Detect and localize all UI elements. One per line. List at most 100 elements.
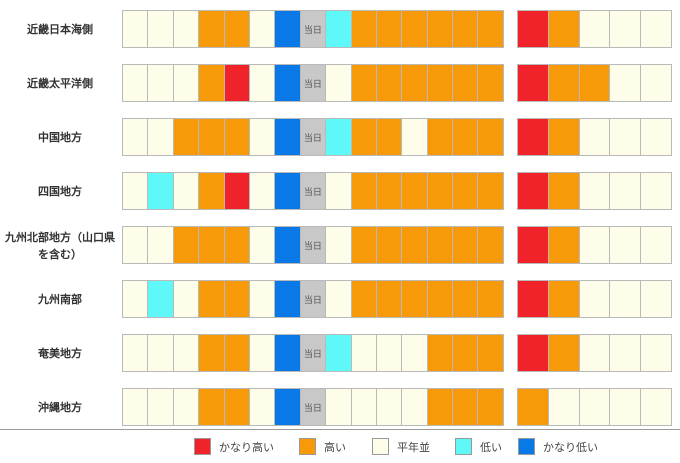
forecast-cell bbox=[401, 226, 428, 264]
today-cell: 当日 bbox=[299, 226, 327, 264]
forecast-cell bbox=[609, 172, 642, 210]
forecast-cell bbox=[248, 226, 276, 264]
forecast-cell bbox=[401, 280, 428, 318]
forecast-cell bbox=[172, 334, 200, 372]
forecast-cell bbox=[325, 334, 352, 372]
forecast-cell bbox=[401, 118, 428, 156]
forecast-cell bbox=[375, 226, 403, 264]
forecast-cell bbox=[223, 334, 250, 372]
forecast-cell bbox=[325, 172, 352, 210]
forecast-cell bbox=[198, 388, 225, 426]
forecast-cell bbox=[198, 226, 225, 264]
forecast-cell bbox=[248, 280, 276, 318]
region-label: 九州南部 bbox=[38, 293, 82, 306]
forecast-cell bbox=[172, 226, 200, 264]
forecast-cell bbox=[274, 10, 301, 48]
forecast-cell bbox=[274, 334, 301, 372]
forecast-cell bbox=[578, 118, 611, 156]
legend-label: 低い bbox=[480, 440, 502, 454]
forecast-cell bbox=[122, 118, 149, 156]
forecast-cell bbox=[609, 64, 642, 102]
forecast-row-extended bbox=[517, 334, 672, 372]
legend-swatch-low bbox=[455, 438, 472, 455]
forecast-cell bbox=[609, 226, 642, 264]
forecast-cell bbox=[640, 334, 672, 372]
forecast-cell bbox=[172, 64, 200, 102]
forecast-cell bbox=[274, 388, 301, 426]
forecast-cell bbox=[452, 226, 479, 264]
forecast-cell bbox=[578, 10, 611, 48]
legend-swatch-high bbox=[299, 438, 316, 455]
forecast-cell bbox=[517, 388, 549, 426]
forecast-cell bbox=[452, 172, 479, 210]
forecast-cell bbox=[198, 280, 225, 318]
forecast-cell bbox=[547, 118, 580, 156]
forecast-cell bbox=[223, 172, 250, 210]
region-label: 近畿日本海側 bbox=[27, 23, 93, 36]
legend-swatch-normal bbox=[372, 438, 389, 455]
legend-swatch-very-high bbox=[194, 438, 211, 455]
forecast-cell bbox=[172, 172, 200, 210]
forecast-cell bbox=[477, 64, 504, 102]
forecast-cell bbox=[375, 172, 403, 210]
forecast-cell bbox=[547, 334, 580, 372]
forecast-cell bbox=[147, 334, 174, 372]
legend-item-very-low: かなり低い bbox=[518, 438, 598, 455]
today-cell: 当日 bbox=[299, 64, 327, 102]
forecast-cell bbox=[401, 172, 428, 210]
legend-item-high: 高い bbox=[299, 438, 346, 455]
legend-item-low: 低い bbox=[455, 438, 502, 455]
forecast-cell bbox=[350, 10, 377, 48]
forecast-cell bbox=[452, 334, 479, 372]
forecast-cell bbox=[350, 280, 377, 318]
forecast-row: 当日 bbox=[122, 118, 504, 156]
forecast-cell bbox=[547, 280, 580, 318]
forecast-cell bbox=[274, 172, 301, 210]
forecast-cell bbox=[223, 280, 250, 318]
forecast-cell bbox=[477, 334, 504, 372]
forecast-row: 当日 bbox=[122, 172, 504, 210]
forecast-cell bbox=[426, 118, 454, 156]
forecast-cell bbox=[147, 64, 174, 102]
today-cell: 当日 bbox=[299, 118, 327, 156]
forecast-cell bbox=[578, 226, 611, 264]
forecast-cell bbox=[172, 280, 200, 318]
divider bbox=[0, 429, 680, 430]
forecast-row-extended bbox=[517, 280, 672, 318]
forecast-cell bbox=[640, 64, 672, 102]
forecast-cell bbox=[122, 280, 149, 318]
forecast-cell bbox=[426, 226, 454, 264]
forecast-cell bbox=[452, 388, 479, 426]
region-label: 奄美地方 bbox=[38, 347, 82, 360]
forecast-cell bbox=[147, 280, 174, 318]
today-cell: 当日 bbox=[299, 172, 327, 210]
forecast-cell bbox=[640, 280, 672, 318]
forecast-cell bbox=[122, 64, 149, 102]
forecast-cell bbox=[198, 334, 225, 372]
forecast-row: 当日 bbox=[122, 388, 504, 426]
forecast-cell bbox=[325, 10, 352, 48]
forecast-cell bbox=[198, 10, 225, 48]
forecast-row-extended bbox=[517, 118, 672, 156]
forecast-cell bbox=[477, 118, 504, 156]
forecast-cell bbox=[477, 10, 504, 48]
forecast-cell bbox=[248, 118, 276, 156]
legend-swatch-very-low bbox=[518, 438, 535, 455]
forecast-cell bbox=[547, 64, 580, 102]
forecast-cell bbox=[401, 388, 428, 426]
forecast-cell bbox=[401, 334, 428, 372]
forecast-row: 当日 bbox=[122, 334, 504, 372]
forecast-cell bbox=[274, 118, 301, 156]
forecast-cell bbox=[122, 172, 149, 210]
forecast-cell bbox=[325, 118, 352, 156]
forecast-cell bbox=[640, 10, 672, 48]
forecast-cell bbox=[609, 334, 642, 372]
forecast-cell bbox=[578, 280, 611, 318]
region-label: 沖縄地方 bbox=[38, 401, 82, 414]
forecast-cell bbox=[248, 388, 276, 426]
forecast-cell bbox=[375, 10, 403, 48]
forecast-cell bbox=[122, 388, 149, 426]
forecast-cell bbox=[426, 64, 454, 102]
forecast-cell bbox=[547, 388, 580, 426]
forecast-cell bbox=[274, 64, 301, 102]
